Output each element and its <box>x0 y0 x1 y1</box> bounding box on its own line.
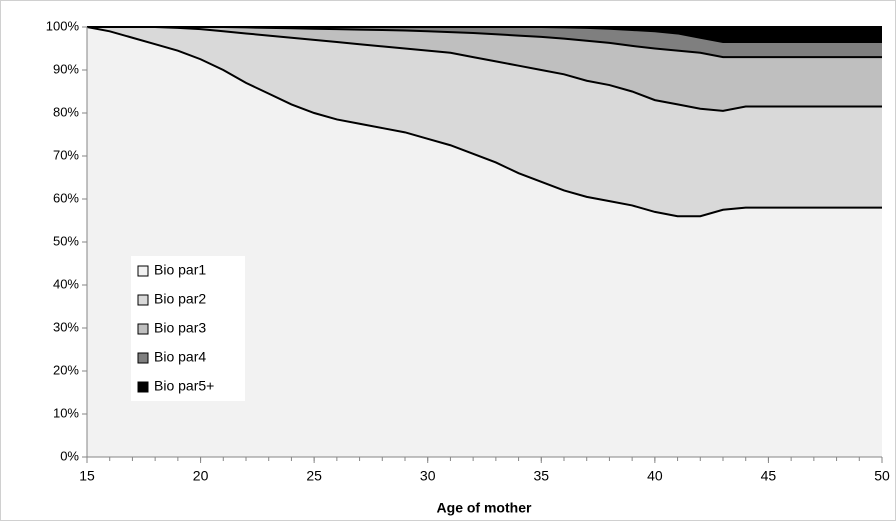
y-tick-label: 40% <box>53 276 79 291</box>
y-tick-label: 50% <box>53 233 79 248</box>
legend-swatch <box>137 294 149 306</box>
area <box>87 27 882 58</box>
x-tick-label: 30 <box>420 468 436 484</box>
x-tick-label: 40 <box>647 468 663 484</box>
area-edge <box>87 26 882 112</box>
y-tick-label: 20% <box>53 362 79 377</box>
y-tick-label: 10% <box>53 405 79 420</box>
legend-swatch <box>137 265 149 277</box>
x-tick-label: 50 <box>874 468 890 484</box>
legend-swatch <box>137 381 149 393</box>
x-tick-label: 20 <box>193 468 209 484</box>
area <box>87 27 882 457</box>
y-tick-label: 0% <box>60 448 79 463</box>
area <box>87 27 882 43</box>
legend-box <box>131 256 245 401</box>
area-edge <box>86 26 882 218</box>
legend-swatch <box>137 352 149 364</box>
y-tick-label: 70% <box>53 147 79 162</box>
legend-label: Bio par4 <box>154 349 206 365</box>
y-tick-label: 60% <box>53 190 79 205</box>
y-tick-label: 80% <box>53 104 79 119</box>
x-tick-label: 25 <box>306 468 322 484</box>
x-axis-label: Age of mother <box>437 500 532 516</box>
area <box>87 27 882 217</box>
x-tick-label: 45 <box>761 468 777 484</box>
y-tick-label: 90% <box>53 61 79 76</box>
legend-label: Bio par2 <box>154 291 206 307</box>
area <box>87 27 882 111</box>
y-tick-label: 30% <box>53 319 79 334</box>
legend-label: Bio par1 <box>154 262 206 278</box>
legend-swatch <box>137 323 149 335</box>
legend-label: Bio par5+ <box>154 378 214 394</box>
x-tick-label: 15 <box>79 468 95 484</box>
y-tick-label: 100% <box>46 18 80 33</box>
x-tick-label: 35 <box>533 468 549 484</box>
legend-label: Bio par3 <box>154 320 206 336</box>
